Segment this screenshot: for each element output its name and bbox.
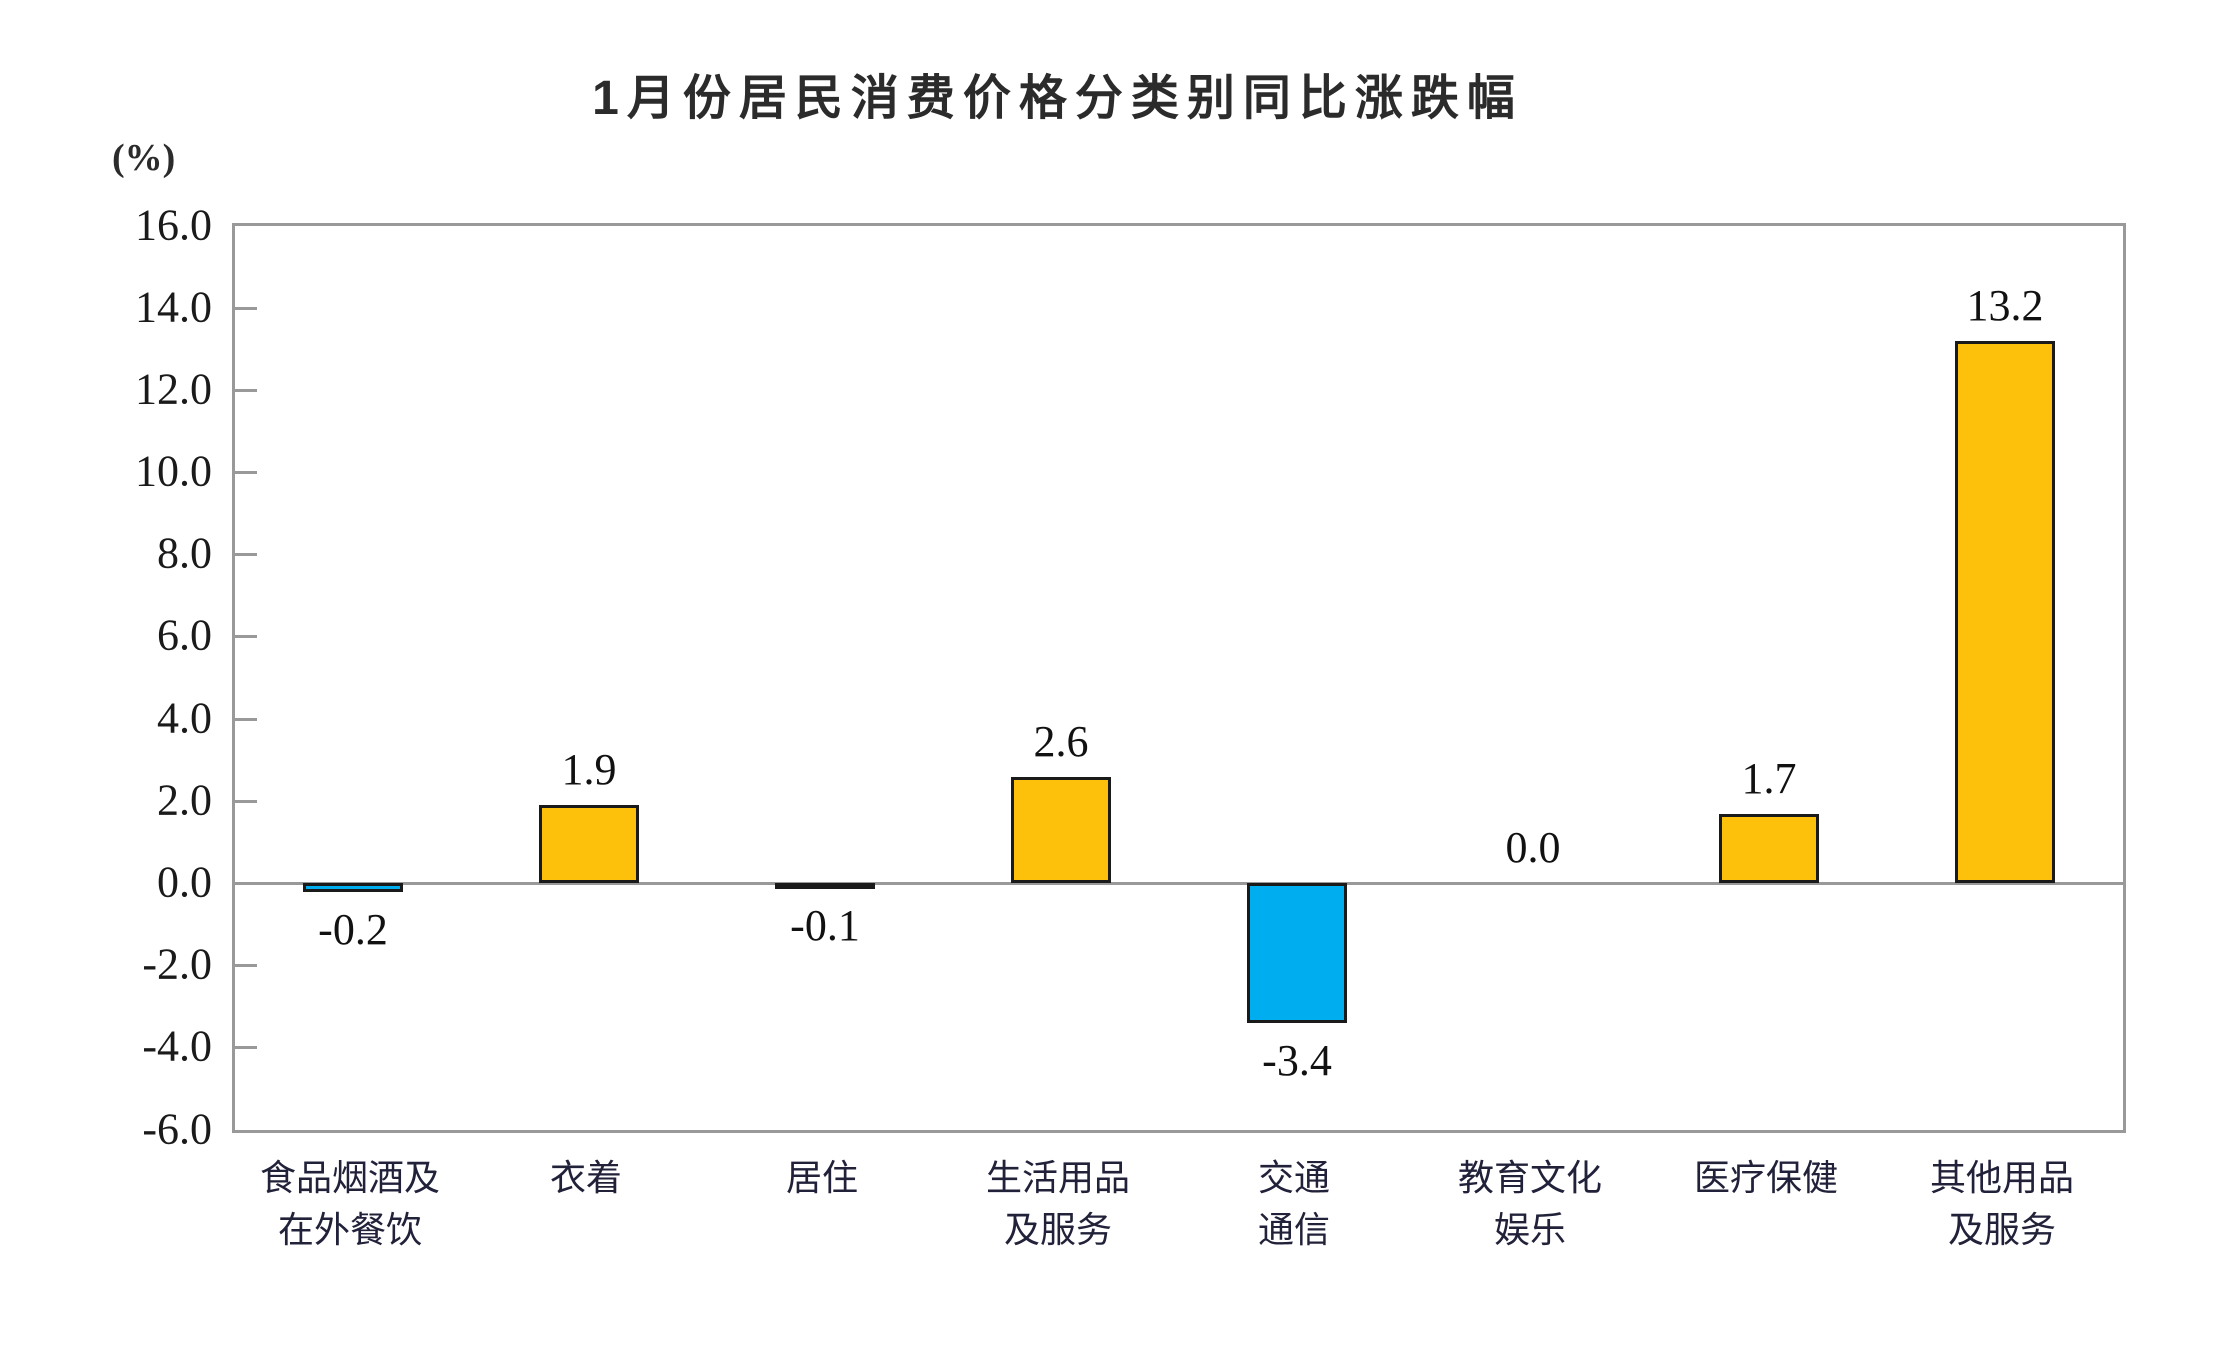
bar [539, 805, 639, 884]
y-axis-tick [235, 964, 257, 968]
bar-value-label: -3.4 [1262, 1036, 1332, 1086]
y-axis-tick-label: 12.0 [135, 364, 212, 414]
y-axis-tick-label: 14.0 [135, 282, 212, 332]
x-axis-category-label: 其他用品 及服务 [1929, 1157, 2074, 1251]
y-axis-tick [235, 553, 257, 557]
bar [1247, 883, 1347, 1024]
y-axis-tick-label: 2.0 [157, 775, 212, 825]
bar-value-label: 2.6 [1033, 716, 1089, 766]
y-axis-tick-label: 16.0 [135, 200, 212, 249]
y-axis-tick [235, 717, 257, 721]
bar-value-label: 1.7 [1741, 753, 1797, 803]
y-axis-tick [235, 306, 257, 310]
x-axis-category-label: 生活用品 及服务 [985, 1157, 1130, 1251]
y-axis-tick-label: 4.0 [157, 693, 212, 743]
bar [1955, 341, 2055, 884]
bar-value-label: 1.9 [561, 745, 617, 795]
bar [1011, 776, 1111, 884]
bar-value-label: -0.2 [318, 904, 388, 954]
y-axis-tick-label: 6.0 [157, 610, 212, 660]
bar-value-label: 0.0 [1505, 823, 1561, 873]
y-axis-tick [235, 471, 257, 475]
x-axis-category-label: 食品烟酒及 在外餐饮 [259, 1157, 440, 1251]
y-axis-unit-label: (%) [112, 137, 176, 179]
y-axis-tick-label: 0.0 [157, 857, 212, 907]
y-axis-tick-label: -6.0 [142, 1104, 212, 1153]
bar [1719, 813, 1819, 884]
x-axis-category-label: 居住 [785, 1157, 858, 1198]
y-axis-tick-label: -4.0 [142, 1021, 212, 1071]
plot-area: -0.2 1.9 -0.1 2.6 -3.4 0.0 1.7 13.2 [232, 223, 2126, 1133]
y-axis-tick [235, 388, 257, 392]
y-axis-tick-label: 8.0 [157, 528, 212, 578]
x-axis-category-label: 衣着 [549, 1157, 622, 1198]
y-axis-tick [235, 1046, 257, 1050]
y-axis-tick [235, 635, 257, 639]
chart-title: 1月份居民消费价格分类别同比涨跌幅 [592, 72, 1523, 125]
x-axis-category-label: 医疗保健 [1693, 1157, 1838, 1198]
y-axis-tick-label: 10.0 [135, 446, 212, 496]
bar [303, 883, 403, 892]
y-axis-tick-label: -2.0 [142, 939, 212, 989]
bar [775, 883, 875, 890]
bar-value-label: 13.2 [1966, 281, 2044, 331]
bar-value-label: -0.1 [790, 900, 860, 950]
x-axis-category-label: 交通 通信 [1257, 1157, 1330, 1251]
x-axis-category-label: 教育文化 娱乐 [1457, 1157, 1602, 1251]
y-axis-tick [235, 799, 257, 803]
zero-line [235, 881, 2123, 885]
